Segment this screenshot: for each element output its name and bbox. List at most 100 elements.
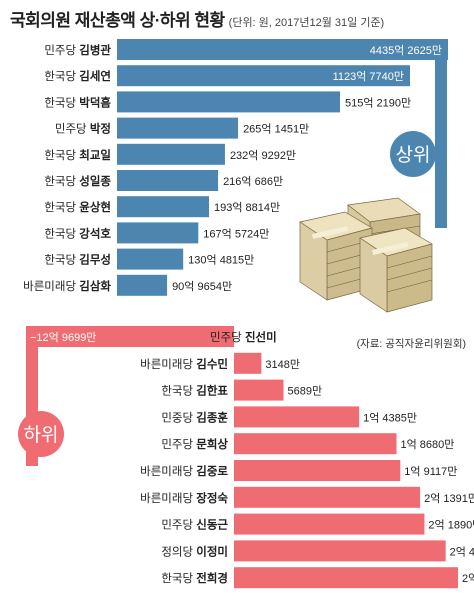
bottom-row-6-name-label: 바른미래당 김중로 [140, 465, 228, 478]
top-bar-4 [117, 117, 239, 139]
bottom-value-label-10: 2억 5748만 [462, 572, 474, 585]
top-bar-9 [117, 248, 184, 270]
top-bar-7 [117, 196, 210, 218]
top-row-8-party: 한국당 [44, 227, 79, 240]
top-row-7-name-label: 한국당 윤상현 [44, 200, 111, 214]
top-row-10-name-label: 바른미래당 김삼화 [23, 279, 111, 293]
bottom-row-4-name-label: 민중당 김종훈 [161, 410, 228, 424]
top-row-2-name-label: 한국당 김세연 [44, 69, 111, 83]
top-row-5-party: 한국당 [44, 149, 79, 162]
bottom-value-label-7: 2억 1391만 [424, 492, 474, 505]
top-row-8-member: 강석호 [79, 226, 111, 240]
bottom-row-10-name-label: 한국당 전희경 [161, 571, 228, 585]
bottom-value-label-4: 1억 4385만 [363, 411, 417, 424]
bottom-value-label-6: 1억 9117만 [404, 465, 457, 478]
bottom-value-label-3: 5689만 [287, 385, 322, 398]
top-bar-3 [117, 91, 340, 113]
bottom-row-5-member: 문희상 [196, 437, 228, 451]
bottom-badge-label: 하위 [24, 424, 59, 446]
top-value-label-1: 4435억 2625만 [370, 44, 442, 57]
top-row-4-party: 민주당 [55, 123, 90, 136]
top-badge [390, 131, 436, 177]
bottom-row-7-party: 바른미래당 [140, 492, 196, 505]
bottom-row-8-party: 민주당 [161, 519, 196, 532]
bottom-value-label-9: 2억 4329만 [450, 545, 474, 558]
bottom-bar-2 [234, 352, 262, 374]
top-row-9-party: 한국당 [44, 254, 79, 267]
top-value-label-8: 167억 5724만 [203, 227, 269, 240]
top-value-label-6: 216억 686만 [223, 175, 283, 188]
top-row-10-party: 바른미래당 [23, 280, 79, 293]
bottom-row-4-member: 김종훈 [196, 410, 228, 424]
top-row-9-member: 김무성 [79, 253, 111, 267]
top-value-label-4: 265억 1451만 [243, 123, 309, 136]
top-row-6-name-label: 한국당 성일종 [44, 174, 111, 188]
top-row-3-member: 박덕흠 [79, 95, 111, 109]
bottom-row-1-member: 진선미 [245, 330, 277, 344]
bottom-bar-1 [26, 326, 234, 347]
money-bundle-right [359, 227, 433, 313]
bottom-row-3-name-label: 한국당 김한표 [161, 384, 228, 398]
source-note: (자료: 공직자윤리위원회) [357, 337, 466, 350]
top-row-5-member: 최교일 [79, 148, 111, 162]
top-row-3-name-label: 한국당 박덕흠 [44, 95, 111, 109]
bottom-value-label-5: 1억 8680만 [401, 438, 455, 451]
bottom-row-6-member: 김중로 [196, 465, 228, 478]
top-row-9-name-label: 한국당 김무성 [44, 253, 111, 267]
top-row-3-party: 한국당 [44, 96, 79, 109]
bottom-bar-10 [234, 567, 458, 589]
bottom-row-6-party: 바른미래당 [140, 465, 196, 478]
chart-title-area: 국회의원 재산총액 상·하위 현황 (단위: 원, 2017년12월 31일 기준… [10, 6, 470, 34]
bottom-bar-6 [234, 460, 401, 481]
top-badge-label: 상위 [396, 144, 431, 166]
top-bar-5 [117, 143, 225, 165]
top-bar-8 [117, 222, 199, 244]
top-value-label-7: 193억 8814만 [214, 201, 280, 214]
bottom-row-9-party: 정의당 [161, 545, 196, 558]
bottom-row-3-member: 김한표 [196, 384, 228, 398]
top-row-7-member: 윤상현 [79, 200, 111, 214]
bottom-row-3-party: 한국당 [161, 385, 196, 398]
top-value-label-9: 130억 4815만 [188, 254, 254, 267]
top-bar-6 [117, 170, 219, 191]
bottom-row-9-name-label: 정의당 이정미 [161, 544, 228, 558]
bottom-value-label-2: 3148만 [265, 358, 300, 371]
top-row-2-member: 김세연 [79, 69, 111, 83]
bottom-row-9-member: 이정미 [196, 544, 228, 558]
bottom-bar-8 [234, 513, 425, 535]
top-row-2-party: 한국당 [44, 70, 79, 83]
bottom-bar-3 [234, 379, 284, 401]
top-bar-10 [117, 274, 168, 296]
top-side-bar [435, 48, 447, 228]
top-value-label-5: 232억 9292만 [230, 149, 296, 162]
bottom-bar-7 [234, 486, 421, 508]
top-value-label-2: 1123억 7740만 [333, 70, 404, 83]
bottom-row-4-party: 민중당 [161, 411, 196, 424]
top-row-1-member: 김병관 [79, 43, 111, 57]
bottom-row-5-name-label: 민주당 문희상 [161, 437, 228, 451]
chart-subtitle: (단위: 원, 2017년12월 31일 기준) [228, 17, 385, 29]
bottom-row-2-party: 바른미래당 [140, 358, 196, 371]
top-row-1-name-label: 민주당 김병관 [44, 43, 111, 57]
top-row-8-name-label: 한국당 강석호 [44, 226, 111, 240]
top-row-1-party: 민주당 [44, 44, 79, 57]
bottom-row-2-member: 김수민 [196, 357, 228, 371]
bottom-row-10-party: 한국당 [161, 572, 196, 585]
top-row-4-name-label: 민주당 박정 [55, 122, 111, 136]
top-bar-1 [117, 39, 448, 60]
top-row-5-name-label: 한국당 최교일 [44, 148, 111, 162]
top-row-6-member: 성일종 [79, 174, 111, 188]
bottom-row-7-member: 장정숙 [196, 491, 228, 505]
bottom-badge [18, 411, 64, 457]
bottom-value-label-1: −12억 9699만 [30, 331, 96, 344]
bottom-row-8-name-label: 민주당 신동근 [161, 518, 228, 532]
bottom-row-2-name-label: 바른미래당 김수민 [140, 357, 228, 371]
top-bar-2 [117, 65, 410, 87]
bottom-bar-9 [234, 540, 446, 562]
top-value-label-10: 90억 9654만 [172, 280, 232, 293]
bottom-row-1-name-label: 민주당 진선미 [210, 330, 277, 344]
bottom-row-10-member: 전희경 [196, 571, 228, 585]
top-row-6-party: 한국당 [44, 175, 79, 188]
